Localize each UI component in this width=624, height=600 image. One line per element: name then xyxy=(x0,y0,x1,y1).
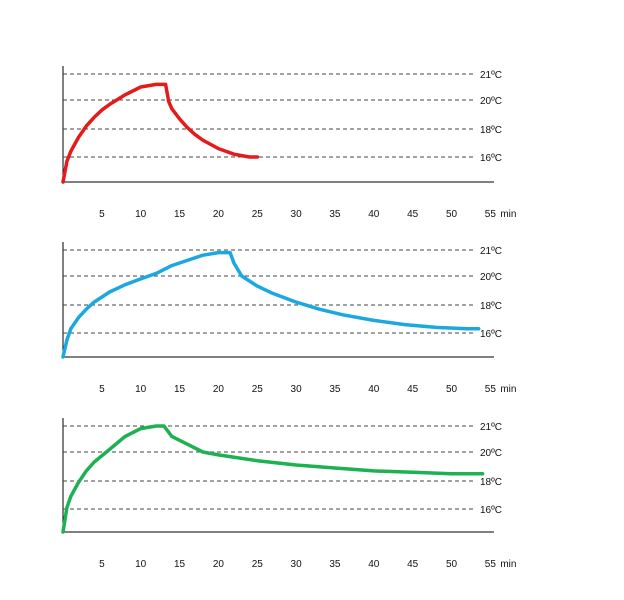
chart-1-xtick-label-50: 50 xyxy=(446,209,458,220)
chart-2-xtick-label-15: 15 xyxy=(174,384,186,395)
chart-1-ytick-label-21: 21ºC xyxy=(480,70,502,81)
chart-2-xtick-label-35: 35 xyxy=(329,384,341,395)
chart-3-ytick-label-20: 20ºC xyxy=(480,448,502,459)
chart-2-xtick-label-10: 10 xyxy=(135,384,147,395)
chart-1-xtick-label-5: 5 xyxy=(99,209,105,220)
chart-2-xtick-label-20: 20 xyxy=(213,384,225,395)
chart-3-ytick-label-18: 18ºC xyxy=(480,477,502,488)
chart-3-series-line-1 xyxy=(61,424,485,534)
chart-3-ytick-label-21: 21ºC xyxy=(480,422,502,433)
chart-3-ytick-label-16: 16ºC xyxy=(480,505,502,516)
chart-3-xtick-label-5: 5 xyxy=(99,559,105,570)
chart-1-xtick-label-45: 45 xyxy=(407,209,419,220)
chart-3-xtick-label-40: 40 xyxy=(368,559,380,570)
chart-2-series-line-1 xyxy=(61,250,481,359)
chart-2-xtick-label-5: 5 xyxy=(99,384,105,395)
chart-2-xtick-label-55: 55 xyxy=(485,384,497,395)
chart-2-ytick-label-16: 16ºC xyxy=(480,329,502,340)
chart-2-xtick-label-45: 45 xyxy=(407,384,419,395)
chart-1-xtick-label-30: 30 xyxy=(291,209,303,220)
chart-3-xtick-label-50: 50 xyxy=(446,559,458,570)
chart-1-ytick-label-16: 16ºC xyxy=(480,153,502,164)
chart-2-xtick-label-50: 50 xyxy=(446,384,458,395)
chart-1-xtick-label-15: 15 xyxy=(174,209,186,220)
chart-3-xtick-label-15: 15 xyxy=(174,559,186,570)
chart-3-xtick-label-20: 20 xyxy=(213,559,225,570)
chart-2-ytick-label-18: 18ºC xyxy=(480,301,502,312)
chart-2-x-unit-label: min xyxy=(500,384,516,395)
chart-2-xtick-label-30: 30 xyxy=(291,384,303,395)
chart-3-xtick-label-45: 45 xyxy=(407,559,419,570)
chart-1-ytick-label-20: 20ºC xyxy=(480,96,502,107)
chart-2-ytick-label-20: 20ºC xyxy=(480,272,502,283)
chart-3-xtick-label-25: 25 xyxy=(252,559,264,570)
chart-3-xtick-label-30: 30 xyxy=(291,559,303,570)
chart-1-xtick-label-20: 20 xyxy=(213,209,225,220)
chart-1-x-unit-label: min xyxy=(500,209,516,220)
chart-3-x-unit-label: min xyxy=(500,559,516,570)
chart-1-xtick-label-35: 35 xyxy=(329,209,341,220)
chart-2-xtick-label-40: 40 xyxy=(368,384,380,395)
chart-1-xtick-label-10: 10 xyxy=(135,209,147,220)
chart-2-ytick-label-21: 21ºC xyxy=(480,246,502,257)
chart-1-ytick-label-18: 18ºC xyxy=(480,125,502,136)
chart-3-xtick-label-10: 10 xyxy=(135,559,147,570)
chart-3-xtick-label-55: 55 xyxy=(485,559,497,570)
chart-2-xtick-label-25: 25 xyxy=(252,384,264,395)
chart-1-xtick-label-55: 55 xyxy=(485,209,497,220)
chart-1-series-line-1 xyxy=(61,82,260,184)
chart-3-xtick-label-35: 35 xyxy=(329,559,341,570)
chart-1-xtick-label-25: 25 xyxy=(252,209,264,220)
chart-1-xtick-label-40: 40 xyxy=(368,209,380,220)
